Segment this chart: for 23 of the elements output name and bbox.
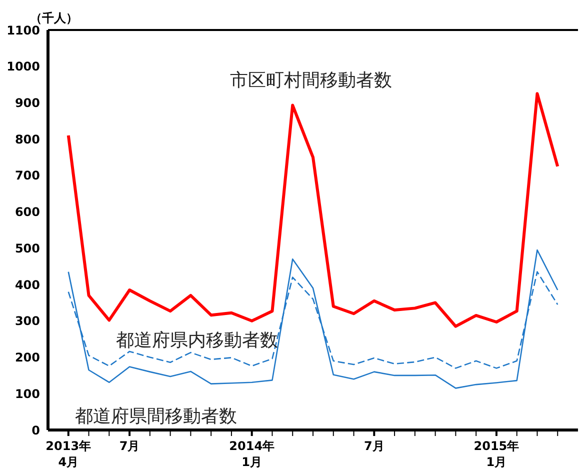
y-tick-label: 500	[14, 241, 40, 256]
y-tick-label: 300	[14, 314, 40, 328]
y-tick-label: 1000	[6, 60, 40, 74]
y-axis-title: （千人）	[30, 10, 78, 26]
y-tick-label: 0	[32, 423, 40, 438]
x-tick-label: 2014年 1月	[229, 439, 275, 469]
series-label: 都道府県内移動者数	[116, 330, 278, 352]
y-tick-label: 900	[14, 96, 40, 110]
series-label: 市区町村間移動者数	[230, 70, 392, 92]
line-series	[66, 92, 560, 328]
y-tick-label: 400	[14, 278, 40, 292]
y-tick-label: 100	[14, 386, 40, 401]
series-label: 都道府県間移動者数	[75, 406, 237, 428]
x-tick-label: 7月	[364, 439, 384, 453]
y-tick-label: 600	[14, 205, 40, 220]
y-tick-label: 200	[14, 350, 40, 365]
x-tick-label: 7月	[119, 439, 140, 453]
line-series	[68, 249, 558, 389]
y-tick-label: 1100	[6, 23, 40, 38]
x-tick-label: 2015年 1月	[474, 439, 520, 469]
y-tick-label: 700	[14, 168, 40, 183]
x-tick-label: 2013年 4月	[46, 439, 92, 469]
y-tick-label: 800	[14, 132, 40, 146]
